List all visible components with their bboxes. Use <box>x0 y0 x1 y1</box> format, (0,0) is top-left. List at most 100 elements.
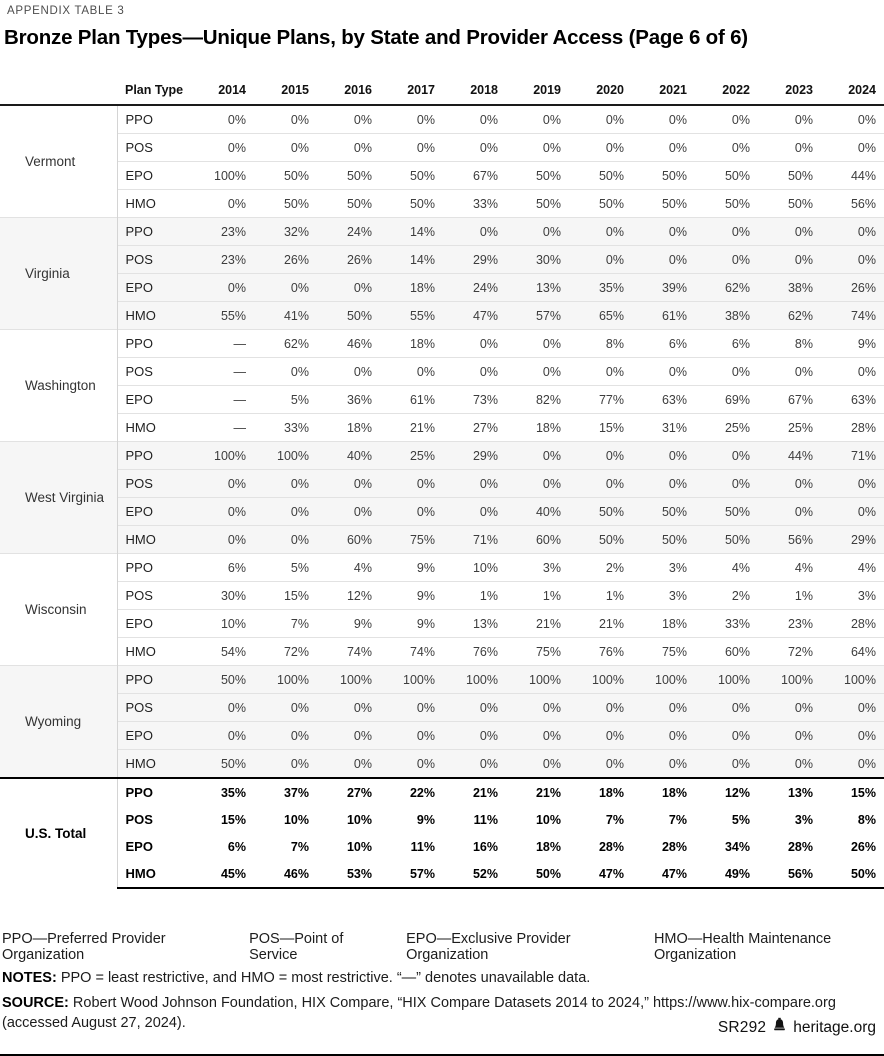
value-cell: 10% <box>346 812 372 827</box>
value-cell: 9% <box>380 581 443 610</box>
value-cell: 0% <box>758 217 821 246</box>
value-cell: 65% <box>569 301 632 330</box>
value-cell: 0% <box>758 245 821 274</box>
value-cell: 56% <box>758 525 821 554</box>
value-cell: 50% <box>569 161 632 190</box>
plan-type-cell: EPO <box>117 273 191 302</box>
value-cell: 3% <box>506 553 569 582</box>
value-cell: 1% <box>758 581 821 610</box>
value-cell: 0% <box>821 749 884 778</box>
value-cell: 6% <box>695 329 758 358</box>
value-cell: 50% <box>380 189 443 218</box>
value-cell: 26% <box>850 839 876 854</box>
value-cell: 40% <box>506 497 569 526</box>
value-cell: 100% <box>632 665 695 694</box>
value-cell: 3% <box>821 581 884 610</box>
value-cell: 50% <box>695 189 758 218</box>
table-row: Vermont PPO 0% 0% 0% 0% 0% 0% 0% 0% 0% 0% 0% <box>0 104 884 218</box>
value-cell: 67% <box>758 385 821 414</box>
value-cell: 10% <box>283 812 309 827</box>
value-cell: 0% <box>317 693 380 722</box>
source-text: Robert Wood Johnson Foundation, HIX Comp… <box>2 995 836 1031</box>
value-cell: 12% <box>695 777 758 806</box>
value-cell: 18% <box>632 609 695 638</box>
value-cell: 3% <box>632 553 695 582</box>
value-cell: 71% <box>821 441 884 470</box>
value-cell: 0% <box>317 721 380 750</box>
value-cell: 26% <box>254 245 317 274</box>
value-cell: 50% <box>569 189 632 218</box>
value-cell: 4% <box>695 553 758 582</box>
value-cell: 100% <box>254 665 317 694</box>
value-cell: 10% <box>535 812 561 827</box>
value-cell: 53% <box>317 860 380 889</box>
value-cell: 0% <box>506 441 569 470</box>
value-cell: 0% <box>758 357 821 386</box>
notes-label: NOTES: <box>2 970 57 986</box>
value-cell: 0% <box>821 104 884 134</box>
value-cell: 9% <box>380 609 443 638</box>
value-cell: 76% <box>569 637 632 666</box>
value-cell: 100% <box>695 665 758 694</box>
value-cell: 0% <box>443 721 506 750</box>
table-row: POS 0% 0% 0% 0% 0% 0% 0% 0% 0% 0% 0% <box>0 693 884 722</box>
value-cell: 0% <box>380 133 443 162</box>
value-cell: 0% <box>758 693 821 722</box>
table-row: HMO 55% 41% 50% 55% 47% 57% 65% 61% 38% 62% 74% <box>0 301 884 330</box>
value-cell: 44% <box>821 161 884 190</box>
value-cell: 0% <box>821 217 884 246</box>
plan-type-cell: POS <box>117 357 191 386</box>
plan-type-header: Plan Type <box>117 75 191 106</box>
table-row: POS 23% 26% 26% 14% 29% 30% 0% 0% 0% 0% 0% <box>0 245 884 274</box>
plan-type-cell: PPO <box>117 553 191 582</box>
value-cell: 71% <box>443 525 506 554</box>
value-cell: 18% <box>632 777 695 806</box>
value-cell: 16% <box>472 839 498 854</box>
plan-type-cell: PPO <box>117 441 191 470</box>
value-cell: 74% <box>821 301 884 330</box>
plan-type-cell: POS <box>117 693 191 722</box>
value-cell: 18% <box>569 777 632 806</box>
value-cell: 36% <box>317 385 380 414</box>
value-cell: 0% <box>254 525 317 554</box>
value-cell: 50% <box>758 161 821 190</box>
value-cell: 45% <box>191 860 254 889</box>
value-cell: 26% <box>317 245 380 274</box>
value-cell: 0% <box>695 749 758 778</box>
value-cell: 100% <box>254 441 317 470</box>
value-cell: 33% <box>443 189 506 218</box>
value-cell: 60% <box>506 525 569 554</box>
value-cell: 4% <box>821 553 884 582</box>
value-cell: 0% <box>317 104 380 134</box>
value-cell: 25% <box>380 441 443 470</box>
value-cell: 15% <box>569 413 632 442</box>
value-cell: 0% <box>695 217 758 246</box>
value-cell: 1% <box>506 581 569 610</box>
value-cell: 0% <box>695 245 758 274</box>
value-cell: 0% <box>380 721 443 750</box>
plan-type-cell: POS <box>117 245 191 274</box>
value-cell: 50% <box>506 161 569 190</box>
value-cell: 50% <box>695 525 758 554</box>
value-cell: 0% <box>569 217 632 246</box>
plan-type-cell: EPO <box>125 839 153 854</box>
value-cell: 0% <box>443 104 506 134</box>
table-row: EPO 0% 0% 0% 0% 0% 40% 50% 50% 50% 0% 0% <box>0 497 884 526</box>
value-cell: 28% <box>821 609 884 638</box>
value-cell: 0% <box>317 273 380 302</box>
value-cell: 13% <box>758 777 821 806</box>
value-cell: 50% <box>695 161 758 190</box>
value-cell: 0% <box>569 441 632 470</box>
value-cell: 0% <box>821 469 884 498</box>
value-cell: 23% <box>191 217 254 246</box>
value-cell: 10% <box>443 553 506 582</box>
value-cell: 52% <box>443 860 506 889</box>
plan-type-cell: HMO <box>117 189 191 218</box>
value-cell: 0% <box>632 441 695 470</box>
value-cell: 38% <box>758 273 821 302</box>
state-name-cell: Washington <box>0 329 118 442</box>
value-cell: 62% <box>758 301 821 330</box>
value-cell: 0% <box>632 133 695 162</box>
value-cell: 50% <box>632 161 695 190</box>
value-cell: 21% <box>569 609 632 638</box>
